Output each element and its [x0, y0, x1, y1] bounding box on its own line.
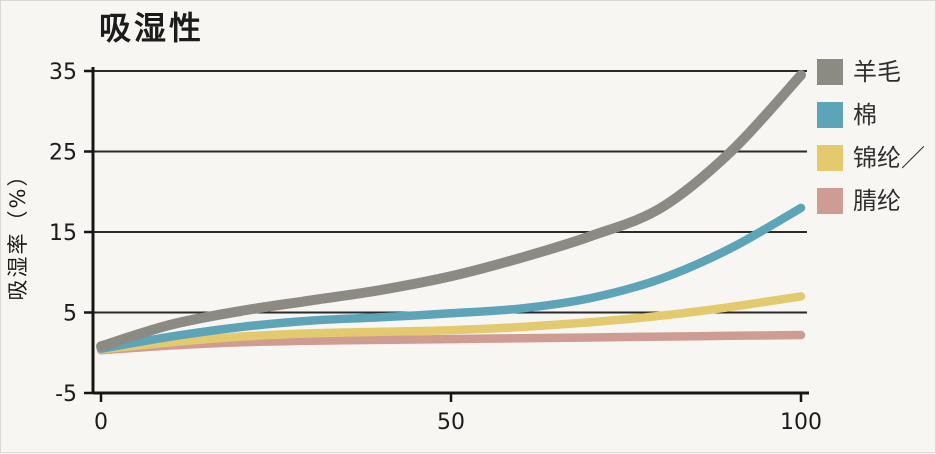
x-tick-label: 100: [780, 410, 822, 435]
legend-label-acrylic: 腈纶: [853, 187, 901, 215]
series-line-3: [96, 330, 806, 355]
legend-item-nylon: 锦纶／: [817, 145, 925, 171]
legend: 羊毛 棉 锦纶／ 腈纶: [817, 59, 925, 214]
y-tick-label: 35: [49, 60, 77, 85]
chart-title: 吸湿性: [99, 9, 205, 47]
legend-label-cotton: 棉: [853, 101, 877, 129]
x-tick-label: 50: [437, 410, 465, 435]
y-tick-label: 25: [49, 141, 77, 166]
y-tick-label: -5: [55, 382, 77, 407]
y-tick-label: 5: [63, 302, 77, 327]
legend-item-acrylic: 腈纶: [817, 188, 925, 214]
legend-swatch-nylon: [817, 145, 843, 171]
legend-swatch-wool: [817, 59, 843, 85]
legend-swatch-acrylic: [817, 188, 843, 214]
y-tick-label: 15: [49, 221, 77, 246]
legend-item-cotton: 棉: [817, 102, 925, 128]
y-axis-title: 吸湿率（%）: [6, 164, 30, 301]
series-line-2: [96, 292, 806, 354]
legend-item-wool: 羊毛: [817, 59, 925, 85]
legend-label-wool: 羊毛: [853, 58, 901, 86]
legend-swatch-cotton: [817, 102, 843, 128]
x-tick-label: 0: [94, 410, 108, 435]
legend-label-nylon: 锦纶／: [853, 144, 925, 172]
series-line-0: [96, 70, 806, 352]
series-line-1: [96, 203, 806, 353]
